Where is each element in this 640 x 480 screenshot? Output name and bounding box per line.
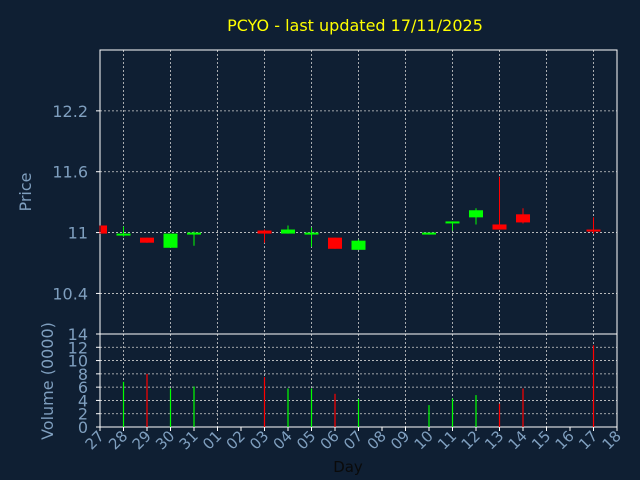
candle-body: [281, 229, 295, 234]
chart-title: PCYO - last updated 17/11/2025: [227, 16, 483, 35]
candle-body: [304, 232, 319, 235]
candle-body: [257, 230, 272, 234]
price-tick-label: 11: [68, 224, 88, 243]
volume-tick-label: 6: [78, 378, 88, 397]
candle-body: [516, 214, 530, 223]
candle-body: [445, 221, 460, 224]
volume-axis-label: Volume (0000): [38, 322, 57, 440]
price-panel: 10.4 11 11.6 12.2: [52, 49, 618, 335]
candle-body: [101, 225, 107, 234]
candle-body: [492, 224, 507, 230]
candle-body: [351, 240, 366, 250]
price-tick-label: 12.2: [52, 102, 88, 121]
candle-body: [187, 232, 201, 235]
price-tick-label: 11.6: [52, 163, 88, 182]
x-axis-label: Day: [333, 458, 363, 476]
candle-body: [469, 210, 483, 218]
x-axis-ticks: 2728293031010203040506070809101112131415…: [82, 427, 625, 453]
volume-tick-label: 12: [68, 338, 88, 357]
volume-tick-label: 0: [78, 418, 88, 437]
volume-tick-label: 14: [68, 325, 88, 344]
candle-body: [422, 232, 436, 235]
volume-tick-label: 8: [78, 365, 88, 384]
candle-body: [116, 233, 131, 236]
candle-body: [140, 237, 154, 243]
volume-tick-label: 10: [68, 352, 88, 371]
price-tick-label: 10.4: [52, 284, 88, 303]
price-axis-label: Price: [16, 172, 35, 211]
volume-tick-label: 4: [78, 391, 88, 410]
candle-body: [163, 233, 178, 248]
candle-body: [586, 229, 601, 232]
volume-tick-label: 2: [78, 405, 88, 424]
candle-body: [328, 237, 342, 249]
